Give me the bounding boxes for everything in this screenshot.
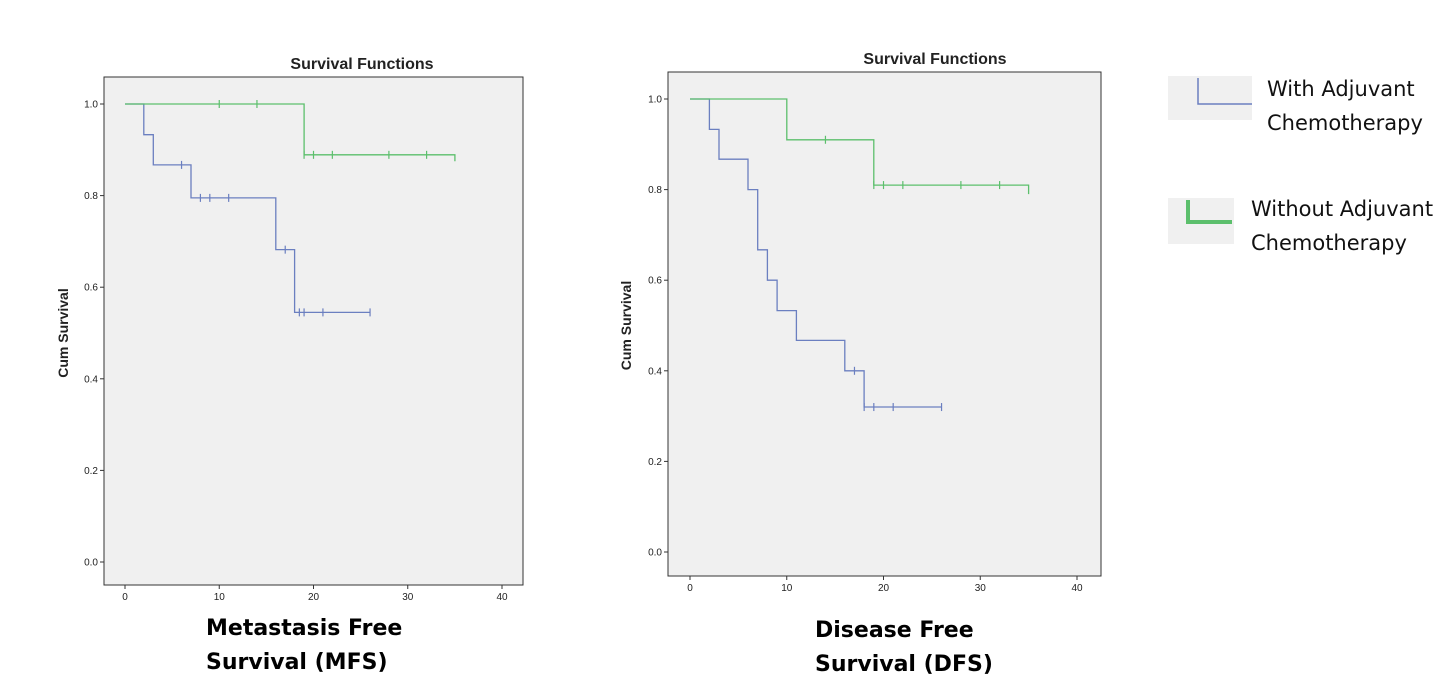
legend-label-with-adjuvant: With Adjuvant Chemotherapy (1267, 72, 1423, 140)
series-line-with-adjuvant (690, 98, 942, 408)
chart-title: Survival Functions (863, 51, 1006, 68)
y-tick-label: 0.0 (84, 558, 98, 569)
y-tick-label: 1.0 (84, 100, 98, 111)
y-tick-label: 0.6 (648, 276, 662, 287)
y-tick-label: 0.8 (648, 185, 662, 196)
x-tick-label: 40 (496, 592, 508, 603)
plot-area (103, 76, 524, 586)
y-tick-label: 0.0 (648, 548, 662, 559)
y-axis-label: Cum Survival (55, 288, 71, 377)
y-tick-label: 0.4 (648, 366, 662, 377)
mfs-caption-line-1: Metastasis Free (206, 616, 403, 641)
y-tick-label: 0.2 (648, 457, 662, 468)
x-tick-label: 10 (781, 583, 793, 594)
x-tick-label: 30 (402, 592, 414, 603)
mfs-caption-line-2: Survival (MFS) (206, 650, 388, 675)
x-tick-label: 0 (687, 583, 693, 594)
y-tick-label: 0.4 (84, 374, 98, 385)
legend-swatch-with-adjuvant (1168, 76, 1252, 120)
x-tick-label: 10 (214, 592, 226, 603)
chart-title: Survival Functions (290, 56, 433, 73)
legend-label-without-adjuvant: Without Adjuvant Chemotherapy (1251, 192, 1433, 260)
plot-area (667, 71, 1102, 577)
green-line-icon (1186, 200, 1232, 224)
legend-label-with-line-1: With Adjuvant (1267, 77, 1415, 101)
legend-label-with-line-2: Chemotherapy (1267, 111, 1423, 135)
y-axis-label: Cum Survival (618, 281, 634, 370)
dfs-caption-line-1: Disease Free (815, 618, 974, 643)
blue-line-icon (1197, 78, 1252, 105)
x-tick-label: 20 (308, 592, 320, 603)
y-tick-label: 0.6 (84, 283, 98, 294)
blue-legend-line (1197, 78, 1252, 105)
x-tick-label: 30 (975, 583, 987, 594)
legend-label-without-line-2: Chemotherapy (1251, 231, 1407, 255)
dfs-caption: Disease Free Survival (DFS) (815, 614, 993, 682)
chart-1: Survival Functions Cum Survival 0.0 0.2 0.4 0… (55, 56, 524, 603)
legend-label-without-line-1: Without Adjuvant (1251, 197, 1434, 221)
x-tick-label: 40 (1071, 583, 1083, 594)
series-line-without-adjuvant (690, 98, 1030, 195)
x-tick-label: 0 (122, 592, 128, 603)
dfs-caption-line-2: Survival (DFS) (815, 652, 993, 677)
y-tick-label: 1.0 (648, 95, 662, 106)
mfs-caption: Metastasis Free Survival (MFS) (206, 612, 402, 680)
green-legend-line (1186, 200, 1232, 224)
series-line-with-adjuvant (125, 103, 371, 314)
x-tick-label: 20 (878, 583, 890, 594)
legend-swatch-without-adjuvant (1168, 198, 1234, 244)
chart-2: Survival Functions Cum Survival 0.0 0.2 0.4 0… (618, 51, 1102, 594)
y-tick-label: 0.2 (84, 466, 98, 477)
y-tick-label: 0.8 (84, 191, 98, 202)
